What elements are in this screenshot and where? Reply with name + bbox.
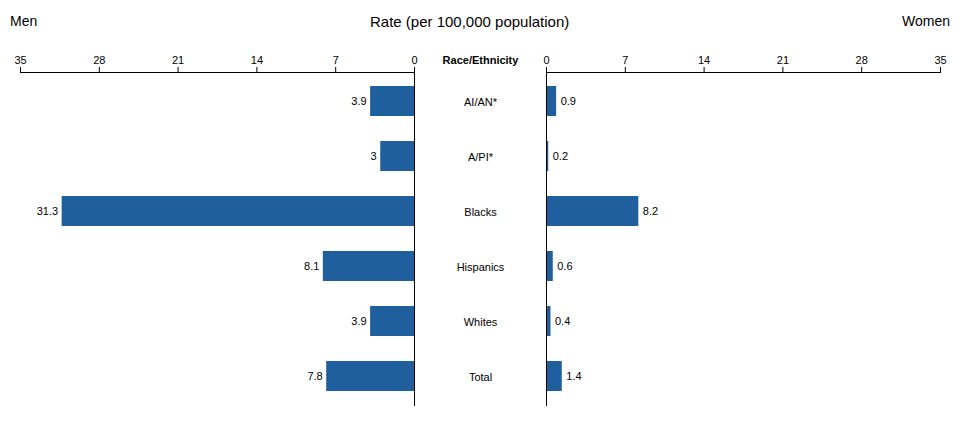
svg-text:14: 14 <box>251 54 263 66</box>
svg-text:3: 3 <box>371 150 377 162</box>
svg-text:0: 0 <box>411 54 417 66</box>
svg-text:0.6: 0.6 <box>557 260 572 272</box>
svg-text:8.1: 8.1 <box>304 260 319 272</box>
svg-text:0.4: 0.4 <box>555 315 570 327</box>
svg-text:Race/Ethnicity: Race/Ethnicity <box>443 54 520 66</box>
html-text:Men: Men <box>10 13 38 29</box>
svg-text:7: 7 <box>333 54 339 66</box>
svg-text:3.9: 3.9 <box>351 315 366 327</box>
svg-text:0.2: 0.2 <box>553 150 568 162</box>
svg-text:21: 21 <box>172 54 184 66</box>
svg-text:28: 28 <box>93 54 105 66</box>
svg-text:28: 28 <box>856 54 868 66</box>
svg-text:0.9: 0.9 <box>561 95 576 107</box>
svg-text:0: 0 <box>543 54 549 66</box>
html-text:Women: Women <box>902 13 950 29</box>
svg-text:7: 7 <box>622 54 628 66</box>
svg-text:Whites: Whites <box>464 316 498 328</box>
svg-text:35: 35 <box>14 54 26 66</box>
svg-text:7.8: 7.8 <box>307 370 322 382</box>
svg-text:8.2: 8.2 <box>643 205 658 217</box>
svg-text:3.9: 3.9 <box>351 95 366 107</box>
svg-text:14: 14 <box>698 54 710 66</box>
svg-text:AI/AN*: AI/AN* <box>464 96 498 108</box>
svg-text:Blacks: Blacks <box>464 206 497 218</box>
html-text:Rate (per 100,000 population): Rate (per 100,000 population) <box>370 12 570 30</box>
svg-text:31.3: 31.3 <box>37 205 58 217</box>
svg-text:A/PI*: A/PI* <box>468 151 494 163</box>
svg-text:Hispanics: Hispanics <box>457 261 505 273</box>
svg-text:1.4: 1.4 <box>566 370 581 382</box>
svg-text:Total: Total <box>469 371 492 383</box>
svg-text:21: 21 <box>777 54 789 66</box>
svg-text:35: 35 <box>934 54 946 66</box>
